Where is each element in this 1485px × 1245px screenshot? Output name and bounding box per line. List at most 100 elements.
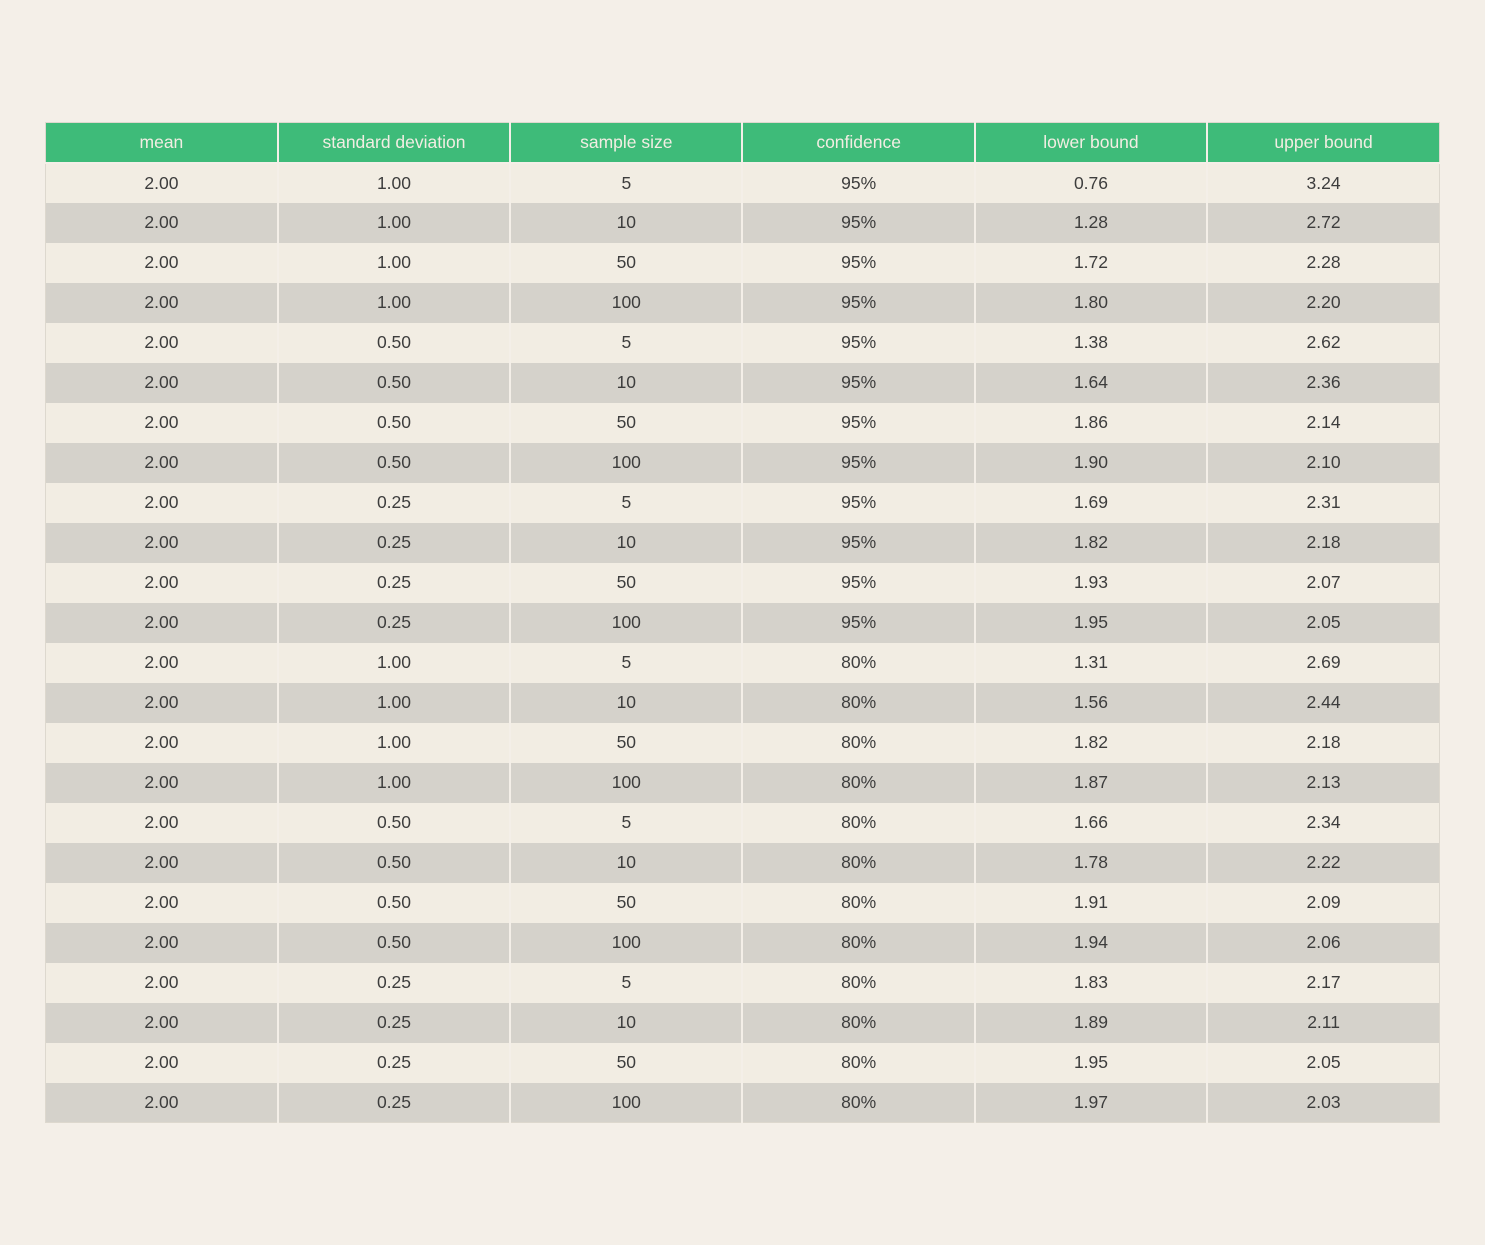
table-cell: 1.94 [974, 922, 1209, 963]
table-cell: 2.00 [45, 362, 279, 403]
table-cell: 95% [742, 202, 976, 243]
table-cell: 1.90 [974, 442, 1209, 483]
table-cell: 2.00 [45, 882, 279, 923]
table-cell: 0.50 [277, 402, 512, 443]
table-cell: 2.18 [1207, 522, 1440, 563]
table-cell: 2.20 [1207, 282, 1440, 323]
table-cell: 80% [742, 962, 976, 1003]
table-cell: 0.25 [277, 602, 512, 643]
table-cell: 1.28 [974, 202, 1209, 243]
table-cell: 2.05 [1207, 602, 1440, 643]
data-table: mean standard deviation sample size confide… [45, 122, 1440, 1123]
table-cell: 80% [742, 642, 976, 683]
table-cell: 2.18 [1207, 722, 1440, 763]
column-header-lower-bound: lower bound [974, 122, 1209, 164]
table-cell: 95% [742, 602, 976, 643]
table-cell: 1.82 [974, 522, 1209, 563]
table-cell: 2.00 [45, 602, 279, 643]
table-cell: 50 [510, 402, 744, 443]
table-cell: 2.00 [45, 522, 279, 563]
table-cell: 2.00 [45, 1082, 279, 1123]
table-cell: 2.34 [1207, 802, 1440, 843]
table-cell: 2.00 [45, 1042, 279, 1083]
table-cell: 0.50 [277, 882, 512, 923]
table-cell: 1.00 [277, 202, 512, 243]
table-cell: 2.07 [1207, 562, 1440, 603]
table-row: 2.00 0.50 10 80% 1.78 2.22 [45, 842, 1440, 883]
table-cell: 50 [510, 242, 744, 283]
table-cell: 1.83 [974, 962, 1209, 1003]
table-cell: 2.62 [1207, 322, 1440, 363]
table-cell: 1.95 [974, 602, 1209, 643]
table-header: mean standard deviation sample size confide… [45, 122, 1440, 164]
table-cell: 95% [742, 482, 976, 523]
table-row: 2.00 1.00 50 80% 1.82 2.18 [45, 722, 1440, 763]
table-cell: 2.11 [1207, 1002, 1440, 1043]
table-row: 2.00 0.50 5 95% 1.38 2.62 [45, 322, 1440, 363]
table-cell: 80% [742, 1042, 976, 1083]
table-cell: 2.00 [45, 922, 279, 963]
table-cell: 2.09 [1207, 882, 1440, 923]
table-row: 2.00 0.25 10 95% 1.82 2.18 [45, 522, 1440, 563]
table-row: 2.00 1.00 10 95% 1.28 2.72 [45, 202, 1440, 243]
table-cell: 1.95 [974, 1042, 1209, 1083]
table-cell: 95% [742, 362, 976, 403]
table-cell: 0.50 [277, 802, 512, 843]
column-header-standard-deviation: standard deviation [277, 122, 512, 164]
table-cell: 2.00 [45, 562, 279, 603]
table-cell: 50 [510, 562, 744, 603]
table-row: 2.00 1.00 5 95% 0.76 3.24 [45, 162, 1440, 203]
table-cell: 1.00 [277, 282, 512, 323]
table-cell: 80% [742, 842, 976, 883]
table-cell: 100 [510, 282, 744, 323]
table-cell: 2.13 [1207, 762, 1440, 803]
table-cell: 5 [510, 162, 744, 203]
table-cell: 2.31 [1207, 482, 1440, 523]
table-cell: 2.00 [45, 482, 279, 523]
table-row: 2.00 1.00 5 80% 1.31 2.69 [45, 642, 1440, 683]
table-cell: 2.72 [1207, 202, 1440, 243]
table-cell: 0.50 [277, 842, 512, 883]
table-cell: 100 [510, 442, 744, 483]
table-row: 2.00 0.50 100 95% 1.90 2.10 [45, 442, 1440, 483]
table-cell: 95% [742, 162, 976, 203]
table-row: 2.00 1.00 50 95% 1.72 2.28 [45, 242, 1440, 283]
table-cell: 2.22 [1207, 842, 1440, 883]
table-cell: 1.38 [974, 322, 1209, 363]
table-cell: 50 [510, 722, 744, 763]
table-cell: 5 [510, 482, 744, 523]
table-cell: 0.25 [277, 1002, 512, 1043]
table-cell: 80% [742, 682, 976, 723]
table-cell: 2.03 [1207, 1082, 1440, 1123]
table-cell: 80% [742, 1002, 976, 1043]
table-cell: 1.66 [974, 802, 1209, 843]
table-cell: 1.00 [277, 242, 512, 283]
table-row: 2.00 0.50 10 95% 1.64 2.36 [45, 362, 1440, 403]
table-row: 2.00 0.50 5 80% 1.66 2.34 [45, 802, 1440, 843]
table-cell: 10 [510, 1002, 744, 1043]
table-row: 2.00 0.25 100 80% 1.97 2.03 [45, 1082, 1440, 1123]
table-cell: 5 [510, 962, 744, 1003]
table-cell: 0.25 [277, 562, 512, 603]
table-cell: 1.86 [974, 402, 1209, 443]
table-row: 2.00 0.25 10 80% 1.89 2.11 [45, 1002, 1440, 1043]
table-cell: 2.00 [45, 162, 279, 203]
table-row: 2.00 0.25 5 95% 1.69 2.31 [45, 482, 1440, 523]
table-cell: 2.44 [1207, 682, 1440, 723]
table-cell: 1.89 [974, 1002, 1209, 1043]
table-cell: 1.00 [277, 762, 512, 803]
confidence-interval-table: mean standard deviation sample size confide… [45, 122, 1440, 1123]
table-cell: 1.64 [974, 362, 1209, 403]
table-cell: 2.00 [45, 242, 279, 283]
table-cell: 95% [742, 402, 976, 443]
table-cell: 1.31 [974, 642, 1209, 683]
table-cell: 2.17 [1207, 962, 1440, 1003]
table-cell: 2.00 [45, 762, 279, 803]
table-cell: 1.00 [277, 162, 512, 203]
table-cell: 10 [510, 202, 744, 243]
table-cell: 10 [510, 682, 744, 723]
table-cell: 3.24 [1207, 162, 1440, 203]
table-cell: 2.00 [45, 722, 279, 763]
table-cell: 1.00 [277, 642, 512, 683]
table-cell: 5 [510, 322, 744, 363]
